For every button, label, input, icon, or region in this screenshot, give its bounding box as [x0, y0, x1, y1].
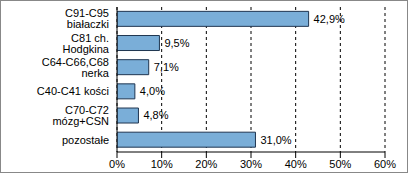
svg-text:30%: 30% [240, 158, 262, 170]
svg-text:31,0%: 31,0% [260, 134, 291, 146]
svg-text:0%: 0% [109, 158, 125, 170]
svg-text:10%: 10% [151, 158, 173, 170]
svg-text:4,8%: 4,8% [143, 109, 168, 121]
svg-text:C64-C66,C68nerka: C64-C66,C68nerka [42, 56, 110, 79]
svg-text:50%: 50% [329, 158, 351, 170]
svg-text:7,1%: 7,1% [154, 61, 179, 73]
svg-text:60%: 60% [374, 158, 396, 170]
svg-text:20%: 20% [195, 158, 217, 170]
svg-text:40%: 40% [285, 158, 307, 170]
svg-text:9,5%: 9,5% [164, 37, 189, 49]
svg-text:pozostałe: pozostałe [62, 134, 109, 146]
svg-text:C40-C41 kości: C40-C41 kości [37, 85, 109, 97]
svg-text:C81 ch.Hodgkina: C81 ch.Hodgkina [63, 32, 110, 55]
svg-text:C70-C72mózg+CSN: C70-C72mózg+CSN [52, 104, 109, 127]
svg-text:42,9%: 42,9% [314, 13, 345, 25]
svg-text:4,0%: 4,0% [140, 85, 165, 97]
svg-text:C91-C95białaczki: C91-C95białaczki [65, 7, 109, 30]
